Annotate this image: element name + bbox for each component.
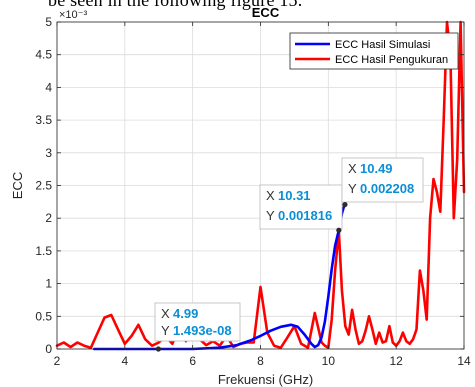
datatip: X 10.49Y 0.002208 xyxy=(341,157,424,208)
datatip-y-key: Y xyxy=(348,181,357,196)
x-tick-label: 8 xyxy=(257,354,264,368)
datatip-box xyxy=(341,157,424,203)
x-tick-label: 2 xyxy=(54,354,61,368)
datatip-x-value: 4.99 xyxy=(173,306,198,321)
datatip-box xyxy=(259,184,343,230)
y-tick-label: 4 xyxy=(45,80,52,94)
datatip-y-value: 1.493e-08 xyxy=(173,323,232,338)
y-tick-label: 4.5 xyxy=(35,48,52,62)
series-line-pengukuran xyxy=(55,20,466,350)
y-tick-label: 0 xyxy=(45,342,52,356)
y-exponent-label: ×10⁻³ xyxy=(59,9,87,21)
y-tick-label: 2 xyxy=(45,211,52,225)
x-tick-label: 10 xyxy=(322,354,336,368)
datatip-y-value: 0.002208 xyxy=(360,181,414,196)
legend-entry-label: ECC Hasil Pengukuran xyxy=(335,54,448,66)
y-tick-label: 3 xyxy=(45,146,52,160)
datatip-y-key: Y xyxy=(161,323,170,338)
datatip-x-key: X xyxy=(161,306,170,321)
datatip-marker xyxy=(342,201,348,208)
legend-box xyxy=(289,32,459,70)
datatip: X 10.31Y 0.001816 xyxy=(259,184,343,233)
datatip-x-value: 10.31 xyxy=(278,188,311,203)
datatip-marker xyxy=(155,346,162,352)
datatip-x-key: X xyxy=(266,188,275,203)
y-tick-label: 1 xyxy=(45,277,52,291)
series-layer xyxy=(55,20,466,351)
y-tick-label: 0.5 xyxy=(35,309,52,323)
y-tick-label: 2.5 xyxy=(35,179,52,193)
y-tick-label: 1.5 xyxy=(35,244,52,258)
datatip-x-value: 10.49 xyxy=(360,161,393,176)
x-tick-label: 14 xyxy=(457,354,471,368)
datatip-box xyxy=(154,302,241,342)
tick-labels: 2 4 6 8 10 12 14 0 0.5 1 1.5 2 2.5 3 3.5 4 4.5 5 xyxy=(35,15,471,368)
x-tick-label: 6 xyxy=(189,354,196,368)
datatip-x-key: X xyxy=(348,161,357,176)
datatip-y-key: Y xyxy=(266,208,275,223)
datatip: X 4.99Y 1.493e-08 xyxy=(154,302,241,352)
series-line-simulasi xyxy=(93,203,347,351)
x-axis-label: Frekuensi (GHz) xyxy=(218,372,313,387)
x-tick-label: 4 xyxy=(121,354,128,368)
axes xyxy=(56,21,465,350)
datatip-y-value: 0.001816 xyxy=(278,208,332,223)
document-caption-fragment: be seen in the following figure 15. xyxy=(48,0,303,10)
legend-entry-label: ECC Hasil Simulasi xyxy=(335,39,430,51)
legend: ECC Hasil Simulasi ECC Hasil Pengukuran xyxy=(289,32,459,70)
chart-title: ECC xyxy=(252,5,280,20)
y-tick-label: 3.5 xyxy=(35,113,52,127)
x-tick-label: 12 xyxy=(389,354,403,368)
datatip-marker xyxy=(336,227,342,233)
y-tick-label: 5 xyxy=(45,15,52,29)
y-axis-label: ECC xyxy=(10,172,25,199)
